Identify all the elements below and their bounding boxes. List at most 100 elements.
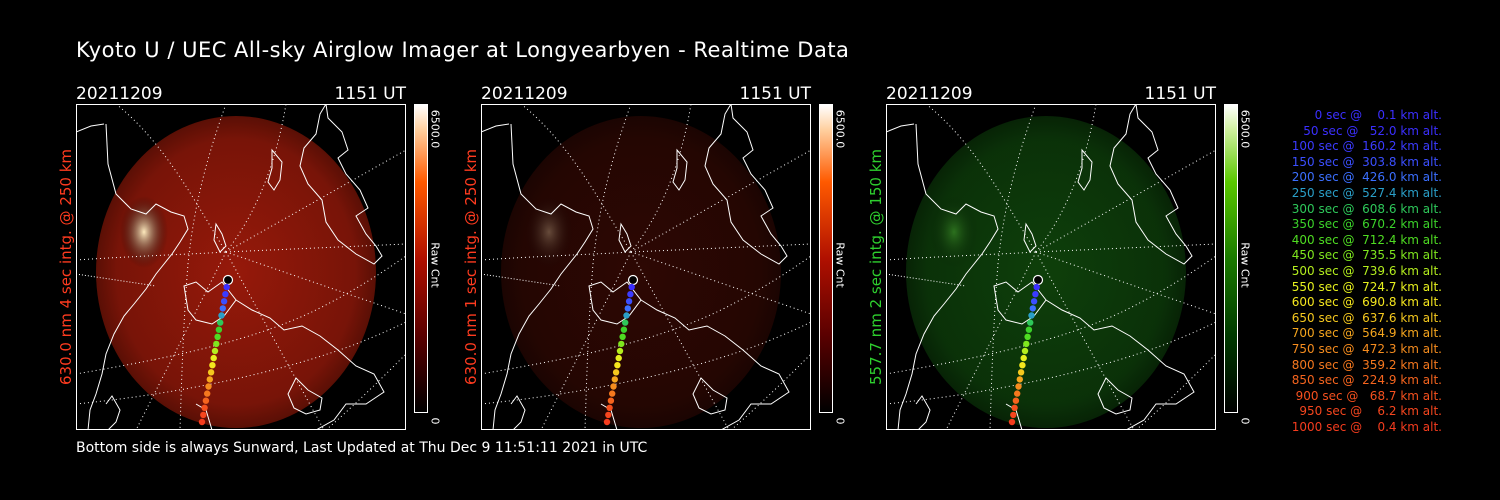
panel-time: 1151 UT <box>334 84 407 104</box>
coastline <box>76 123 105 133</box>
trajectory-point <box>627 291 634 298</box>
trajectory-point <box>1032 291 1039 298</box>
legend-entry: 100 sec @ 160.2 km alt. <box>1287 139 1442 154</box>
trajectory-point <box>624 305 631 312</box>
grid-line <box>630 104 692 253</box>
allsky-image <box>481 104 811 430</box>
coastline <box>1097 377 1133 415</box>
coastline <box>235 299 385 430</box>
trajectory-point <box>1027 319 1034 326</box>
colorbar-3 <box>1224 104 1238 413</box>
trajectory-legend: 0 sec @ 0.1 km alt. 50 sec @ 52.0 km alt… <box>1262 108 1442 435</box>
coastline <box>704 104 788 265</box>
trajectory-point <box>619 333 626 340</box>
allsky-image <box>886 104 1216 430</box>
trajectory-point <box>215 326 223 333</box>
legend-entry: 450 sec @ 735.5 km alt. <box>1287 248 1442 263</box>
colorbar-min: 0 <box>833 417 847 425</box>
trajectory-point <box>620 326 628 333</box>
page-title: Kyoto U / UEC All-sky Airglow Imager at … <box>76 38 850 62</box>
legend-entry: 750 sec @ 472.3 km alt. <box>1287 341 1442 356</box>
panel-time: 1151 UT <box>739 84 812 104</box>
trajectory-point <box>210 354 217 362</box>
coastline <box>492 123 594 430</box>
coastline <box>915 395 931 430</box>
trajectory-point <box>623 312 630 319</box>
trajectory-point <box>625 298 633 305</box>
trajectory-point <box>1017 369 1025 376</box>
colorbar-max: 6500.0 <box>428 109 442 149</box>
trajectory-point <box>205 383 212 390</box>
coastline <box>618 222 632 253</box>
coastline <box>1077 148 1093 191</box>
coastline <box>1023 222 1037 253</box>
coastline <box>105 395 121 430</box>
ylabel-panel-1: 630.0 nm 4 sec intg. @ 250 km <box>56 104 76 430</box>
grid-line <box>584 104 632 430</box>
coastline <box>183 281 237 325</box>
trajectory-point <box>222 274 234 286</box>
trajectory-point <box>219 305 226 312</box>
coastline <box>481 123 510 133</box>
grid-line <box>179 104 227 430</box>
trajectory-point <box>214 333 221 340</box>
coastline <box>87 123 189 430</box>
image-panel-3: 20211209 1151 UT <box>886 84 1216 430</box>
trajectory-point <box>220 298 228 305</box>
trajectory-point <box>1008 418 1016 426</box>
panel-frame <box>76 104 406 430</box>
aurora-patch <box>525 196 573 268</box>
coastline <box>672 148 688 191</box>
ylabel-text-2: 630.0 nm 1 sec intg. @ 250 km <box>462 148 480 386</box>
trajectory-point <box>218 312 225 319</box>
grid-line <box>520 104 632 253</box>
colorbar-title: Raw Cnt <box>428 242 442 288</box>
coastline <box>692 377 728 415</box>
colorbar-max: 6500.0 <box>1238 109 1252 149</box>
trajectory-point <box>1012 397 1020 404</box>
trajectory-point <box>202 397 210 404</box>
airglow-disk <box>96 116 376 428</box>
trajectory-point <box>612 369 620 376</box>
coastline <box>588 281 642 325</box>
trajectory-point <box>622 319 629 326</box>
grid-line <box>730 353 811 430</box>
trajectory-point <box>611 376 618 383</box>
grid-line <box>886 321 1216 405</box>
panel-date: 20211209 <box>886 84 973 104</box>
aurora-patch <box>120 196 168 268</box>
coastline <box>510 395 526 430</box>
grid-line <box>925 104 1037 253</box>
trajectory-point <box>204 390 211 397</box>
airglow-disk <box>501 116 781 428</box>
trajectory-point <box>222 291 229 298</box>
legend-entry: 800 sec @ 359.2 km alt. <box>1287 357 1442 372</box>
trajectory-point <box>1020 354 1027 362</box>
legend-entry: 50 sec @ 52.0 km alt. <box>1295 123 1442 138</box>
trajectory-point <box>209 362 216 369</box>
footer-note: Bottom side is always Sunward, Last Upda… <box>76 440 648 456</box>
trajectory-point <box>223 283 230 291</box>
trajectory-point <box>616 347 624 355</box>
trajectory-point <box>207 369 215 376</box>
coastline <box>993 281 1047 325</box>
legend-entry: 600 sec @ 690.8 km alt. <box>1287 295 1442 310</box>
legend-entry: 250 sec @ 527.4 km alt. <box>1287 185 1442 200</box>
trajectory-point <box>609 390 616 397</box>
trajectory-point <box>1029 305 1036 312</box>
ylabel-text-1: 630.0 nm 4 sec intg. @ 250 km <box>57 148 75 386</box>
trajectory-point <box>606 404 613 411</box>
panel-time: 1151 UT <box>1144 84 1217 104</box>
coastline <box>1045 299 1195 430</box>
colorbar-title: Raw Cnt <box>833 242 847 288</box>
coastline <box>897 123 999 430</box>
trajectory-point <box>1011 404 1018 411</box>
legend-entry: 950 sec @ 6.2 km alt. <box>1295 404 1442 419</box>
trajectory-point <box>605 411 612 419</box>
legend-entry: 150 sec @ 303.8 km alt. <box>1287 154 1442 169</box>
airglow-disk <box>906 116 1186 428</box>
panel-date: 20211209 <box>481 84 568 104</box>
map-svg <box>76 104 406 430</box>
legend-entry: 350 sec @ 670.2 km alt. <box>1287 217 1442 232</box>
trajectory-point <box>1010 411 1017 419</box>
